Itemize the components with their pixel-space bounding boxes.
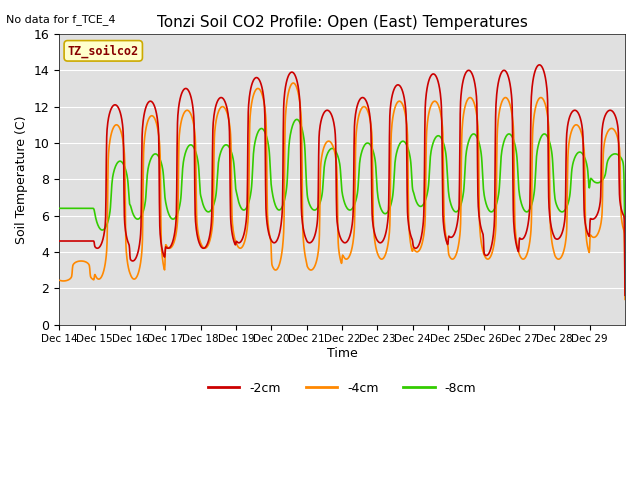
Text: No data for f_TCE_4: No data for f_TCE_4 <box>6 14 116 25</box>
X-axis label: Time: Time <box>326 347 358 360</box>
Legend: -2cm, -4cm, -8cm: -2cm, -4cm, -8cm <box>203 377 481 400</box>
Text: TZ_soilco2: TZ_soilco2 <box>68 44 139 58</box>
Y-axis label: Soil Temperature (C): Soil Temperature (C) <box>15 115 28 243</box>
Title: Tonzi Soil CO2 Profile: Open (East) Temperatures: Tonzi Soil CO2 Profile: Open (East) Temp… <box>157 15 527 30</box>
